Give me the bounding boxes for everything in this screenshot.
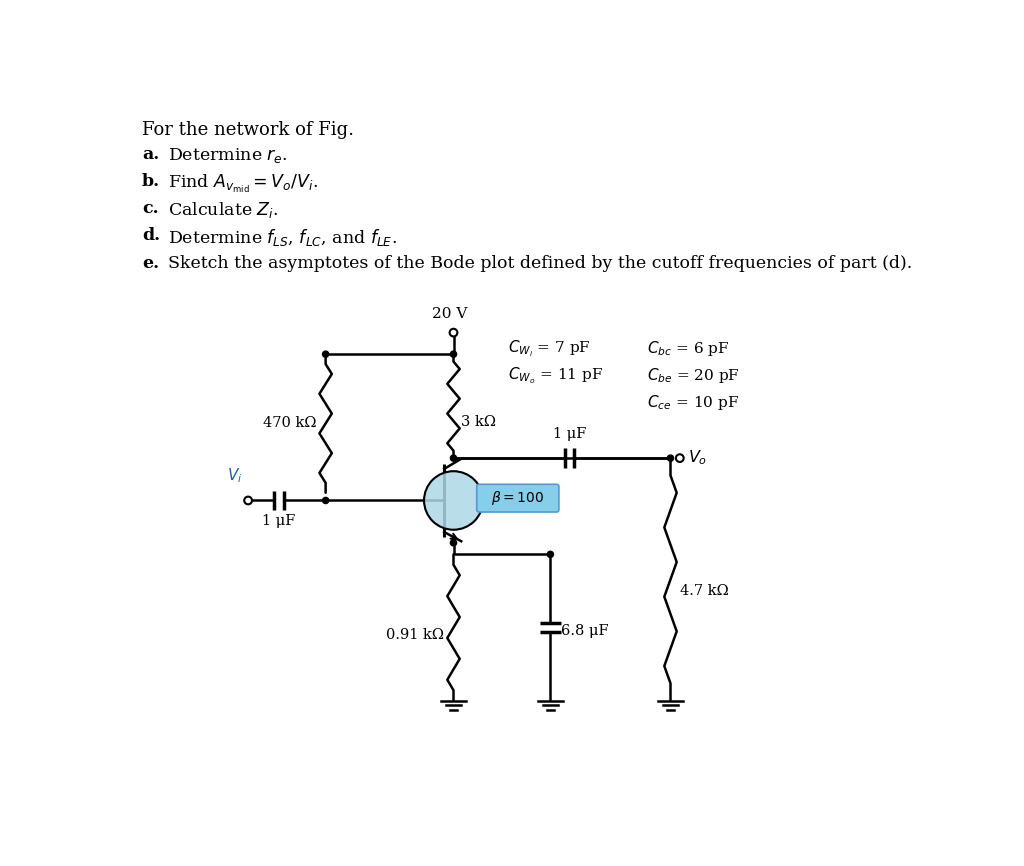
Text: 1 μF: 1 μF	[262, 514, 296, 528]
Text: a.: a.	[142, 146, 159, 164]
FancyBboxPatch shape	[477, 484, 559, 512]
Text: $C_{W_i}$ = 7 pF: $C_{W_i}$ = 7 pF	[508, 339, 591, 359]
Circle shape	[676, 455, 684, 462]
Text: $C_{be}$ = 20 pF: $C_{be}$ = 20 pF	[647, 365, 740, 385]
Circle shape	[451, 455, 457, 462]
Circle shape	[323, 351, 329, 358]
Text: For the network of Fig.: For the network of Fig.	[142, 121, 354, 139]
Text: $C_{ce}$ = 10 pF: $C_{ce}$ = 10 pF	[647, 392, 739, 411]
Text: $C_{bc}$ = 6 pF: $C_{bc}$ = 6 pF	[647, 339, 730, 358]
Text: $V_o$: $V_o$	[687, 449, 707, 468]
Circle shape	[547, 552, 554, 558]
Text: 3 kΩ: 3 kΩ	[461, 415, 497, 429]
Text: Determine $f_{LS}$, $f_{LC}$, and $f_{LE}$.: Determine $f_{LS}$, $f_{LC}$, and $f_{LE…	[168, 227, 397, 249]
Circle shape	[245, 496, 252, 504]
Text: 6.8 μF: 6.8 μF	[561, 624, 609, 638]
Text: $\beta = 100$: $\beta = 100$	[492, 489, 545, 507]
Text: Determine $r_e$.: Determine $r_e$.	[168, 146, 288, 165]
Text: c.: c.	[142, 200, 159, 217]
Text: 470 kΩ: 470 kΩ	[263, 417, 316, 430]
Text: Sketch the asymptotes of the Bode plot defined by the cutoff frequencies of part: Sketch the asymptotes of the Bode plot d…	[168, 255, 912, 272]
Text: $C_{W_o}$ = 11 pF: $C_{W_o}$ = 11 pF	[508, 365, 603, 386]
Text: Find $A_{v_\mathrm{mid}} = V_o/V_i$.: Find $A_{v_\mathrm{mid}} = V_o/V_i$.	[168, 173, 318, 196]
Text: b.: b.	[142, 173, 160, 191]
Text: $V_i$: $V_i$	[226, 467, 242, 485]
Circle shape	[451, 351, 457, 358]
Circle shape	[451, 540, 457, 546]
Circle shape	[323, 497, 329, 503]
Circle shape	[668, 455, 674, 462]
Text: 1 μF: 1 μF	[553, 427, 587, 441]
Text: 20 V: 20 V	[432, 307, 467, 321]
Text: e.: e.	[142, 255, 159, 272]
Text: 4.7 kΩ: 4.7 kΩ	[680, 584, 728, 598]
Text: d.: d.	[142, 227, 160, 244]
Text: 0.91 kΩ: 0.91 kΩ	[386, 628, 444, 643]
Circle shape	[424, 471, 483, 530]
Circle shape	[450, 329, 458, 337]
Text: Calculate $Z_i$.: Calculate $Z_i$.	[168, 200, 279, 220]
